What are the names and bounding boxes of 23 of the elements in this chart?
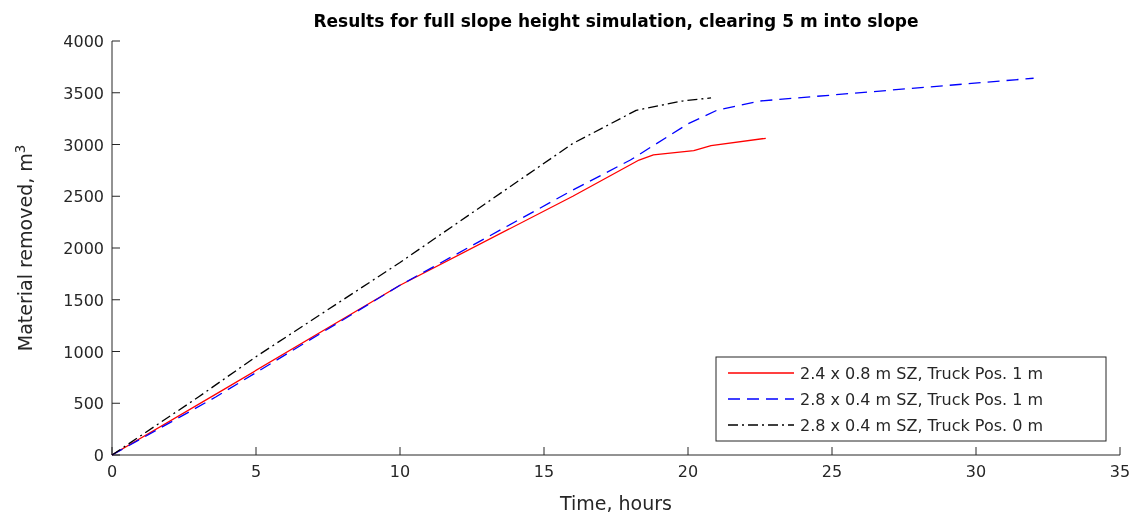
chart-title: Results for full slope height simulation, clearing 5 m into slope (313, 11, 919, 31)
legend-label: 2.8 x 0.4 m SZ, Truck Pos. 1 m (800, 390, 1044, 409)
y-tick-label: 0 (93, 446, 104, 465)
line-series (111, 97, 712, 456)
y-tick-label: 3000 (63, 135, 104, 155)
y-tick-label: 2000 (63, 239, 104, 258)
x-tick-label: 0 (106, 462, 118, 481)
x-axis-title: Time, hours (559, 492, 672, 514)
x-tick-label: 10 (389, 462, 411, 481)
x-tick-label: 35 (1109, 462, 1131, 481)
y-tick-label: 4000 (63, 32, 104, 51)
legend-label: 2.4 x 0.8 m SZ, Truck Pos. 1 m (800, 364, 1044, 383)
y-tick-label: 3500 (63, 83, 104, 103)
legend-label: 2.8 x 0.4 m SZ, Truck Pos. 0 m (800, 416, 1044, 435)
y-tick-label: 1000 (63, 342, 104, 362)
x-tick-label: 25 (821, 462, 843, 481)
x-tick-label: 30 (965, 462, 987, 481)
y-tick-label: 1500 (63, 290, 104, 310)
x-tick-label: 15 (533, 462, 555, 481)
x-tick-label: 20 (677, 462, 699, 481)
y-tick-label: 500 (73, 394, 104, 414)
y-tick-label: 2500 (63, 187, 104, 207)
x-tick-label: 5 (250, 462, 262, 481)
